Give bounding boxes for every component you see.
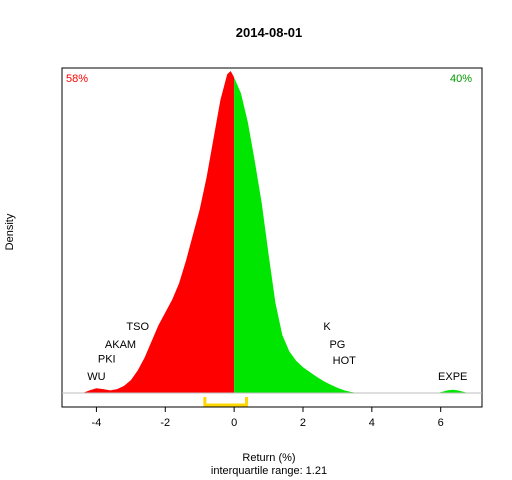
outlier-density-bump bbox=[437, 389, 469, 393]
ticker-annotation: HOT bbox=[333, 355, 357, 367]
ticker-annotation: EXPE bbox=[438, 371, 467, 383]
x-tick-label: 4 bbox=[369, 417, 375, 429]
x-tick-label: 2 bbox=[300, 417, 306, 429]
ticker-annotation: PKI bbox=[98, 353, 116, 365]
x-tick-label: 6 bbox=[438, 417, 444, 429]
ticker-annotation: TSO bbox=[126, 321, 149, 333]
x-axis-label: Return (%) bbox=[242, 452, 295, 464]
positive-density-area bbox=[234, 77, 379, 394]
iqr-bracket bbox=[203, 397, 249, 407]
chart-subtitle: interquartile range: 1.21 bbox=[211, 465, 327, 477]
ticker-annotation: AKAM bbox=[105, 339, 136, 351]
ticker-annotation: K bbox=[323, 321, 331, 333]
positive-share-label: 40% bbox=[450, 73, 472, 85]
ticker-annotation: WU bbox=[87, 371, 105, 383]
x-tick-label: 0 bbox=[231, 417, 237, 429]
negative-density-area bbox=[82, 71, 235, 393]
x-axis: -4 -2 0 2 4 6 bbox=[92, 407, 444, 429]
plot-area bbox=[61, 67, 483, 408]
negative-share-label: 58% bbox=[66, 73, 88, 85]
x-tick-label: -2 bbox=[160, 417, 170, 429]
plot-frame bbox=[61, 67, 483, 408]
ticker-annotation: PG bbox=[329, 339, 345, 351]
y-axis-label: Density bbox=[4, 213, 16, 250]
chart-title: 2014-08-01 bbox=[236, 25, 303, 40]
annotations: TSO AKAM PKI WU K PG HOT EXPE bbox=[87, 321, 467, 383]
x-tick-label: -4 bbox=[92, 417, 102, 429]
